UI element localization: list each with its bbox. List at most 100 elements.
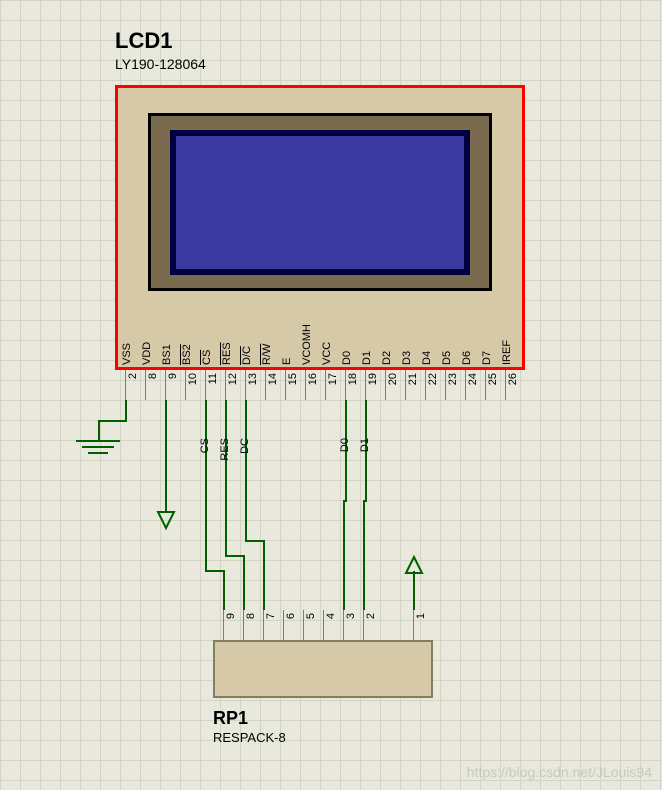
lcd-pin-label: D2 bbox=[381, 310, 393, 365]
lcd-pin-number: 18 bbox=[347, 373, 359, 385]
terminal-arrow-down bbox=[156, 510, 176, 530]
lcd-pin-label: VCC bbox=[321, 310, 333, 365]
lcd-pin-number: 12 bbox=[227, 373, 239, 385]
lcd-pin-stub bbox=[245, 370, 246, 400]
rp-pin-stub bbox=[223, 610, 224, 640]
lcd-pin-number: 24 bbox=[467, 373, 479, 385]
lcd-pin-number: 17 bbox=[327, 373, 339, 385]
wire-segment bbox=[245, 540, 265, 542]
lcd-pin-number: 9 bbox=[167, 373, 179, 379]
ground-bar bbox=[82, 446, 114, 448]
lcd-pin-number: 23 bbox=[447, 373, 459, 385]
lcd-pin-number: 15 bbox=[287, 373, 299, 385]
wire-segment bbox=[205, 400, 207, 570]
lcd-pin-label: D1 bbox=[361, 310, 373, 365]
lcd-pin-label: E bbox=[281, 310, 293, 365]
lcd-pin-stub bbox=[165, 370, 166, 400]
lcd-pin-label: BS1 bbox=[161, 310, 173, 365]
lcd-pin-label: VDD bbox=[141, 310, 153, 365]
wire-segment bbox=[413, 571, 415, 610]
lcd-pin-stub bbox=[425, 370, 426, 400]
rp-pin-number: 3 bbox=[345, 613, 357, 619]
rp-pin-stub bbox=[303, 610, 304, 640]
lcd-pin-label: R/W bbox=[261, 310, 273, 365]
rp-pin-number: 9 bbox=[225, 613, 237, 619]
rp-pin-number: 8 bbox=[245, 613, 257, 619]
lcd-pin-stub bbox=[185, 370, 186, 400]
lcd-pin-number: 20 bbox=[387, 373, 399, 385]
lcd-pin-number: 14 bbox=[267, 373, 279, 385]
lcd-pin-label: D6 bbox=[461, 310, 473, 365]
wire-segment bbox=[98, 420, 100, 440]
rp-pin-number: 5 bbox=[305, 613, 317, 619]
lcd-pin-stub bbox=[205, 370, 206, 400]
lcd-pin-label: D7 bbox=[481, 310, 493, 365]
wire-segment bbox=[205, 570, 225, 572]
rp-pin-number: 6 bbox=[285, 613, 297, 619]
rp-ref: RP1 bbox=[213, 708, 248, 729]
net-label: RES bbox=[219, 438, 231, 461]
rp-pin-number: 1 bbox=[415, 613, 427, 619]
lcd-pin-number: 2 bbox=[127, 373, 139, 379]
wire-segment bbox=[363, 500, 365, 610]
wire-segment bbox=[125, 400, 127, 420]
lcd-pin-number: 22 bbox=[427, 373, 439, 385]
lcd-pin-stub bbox=[265, 370, 266, 400]
rp-pin-number: 7 bbox=[265, 613, 277, 619]
lcd-pin-label: VSS bbox=[121, 310, 133, 365]
lcd-pin-stub bbox=[305, 370, 306, 400]
lcd-pin-number: 21 bbox=[407, 373, 419, 385]
lcd-pin-number: 11 bbox=[207, 373, 219, 384]
rp-pin-stub bbox=[343, 610, 344, 640]
wire-segment bbox=[223, 570, 225, 610]
lcd-pin-stub bbox=[385, 370, 386, 400]
lcd-pin-stub bbox=[365, 370, 366, 400]
ground-bar bbox=[76, 440, 120, 442]
lcd-pin-stub bbox=[125, 370, 126, 400]
wire-segment bbox=[263, 540, 265, 610]
ground-bar bbox=[88, 452, 108, 454]
lcd-pin-label: D0 bbox=[341, 310, 353, 365]
lcd-pin-number: 16 bbox=[307, 373, 319, 385]
net-label: D1 bbox=[359, 438, 371, 452]
lcd-pin-label: IREF bbox=[501, 310, 513, 365]
lcd-pin-stub bbox=[345, 370, 346, 400]
wire-segment bbox=[243, 555, 245, 610]
rp-pin-number: 4 bbox=[325, 613, 337, 619]
rp-pin-stub bbox=[243, 610, 244, 640]
lcd-pin-stub bbox=[445, 370, 446, 400]
lcd-pin-stub bbox=[465, 370, 466, 400]
lcd-pin-stub bbox=[145, 370, 146, 400]
wire-segment bbox=[98, 420, 127, 422]
net-label: D0 bbox=[339, 438, 351, 452]
wire-segment bbox=[343, 500, 345, 610]
lcd-pin-label: D3 bbox=[401, 310, 413, 365]
lcd-pin-number: 25 bbox=[487, 373, 499, 385]
rp-pin-stub bbox=[263, 610, 264, 640]
lcd-pin-label: RES bbox=[221, 310, 233, 365]
lcd-pin-stub bbox=[285, 370, 286, 400]
rp-pin-stub bbox=[363, 610, 364, 640]
rp-pin-number: 2 bbox=[365, 613, 377, 619]
lcd-pin-label: BS2 bbox=[181, 310, 193, 365]
lcd-pin-label: D/C bbox=[241, 310, 253, 365]
watermark: https://blog.csdn.net/JLouis94 bbox=[467, 764, 652, 780]
terminal-arrow-up bbox=[404, 555, 424, 575]
lcd-part: LY190-128064 bbox=[115, 56, 206, 72]
lcd-pin-number: 26 bbox=[507, 373, 519, 385]
lcd-pin-number: 8 bbox=[147, 373, 159, 379]
rp-part: RESPACK-8 bbox=[213, 730, 286, 745]
lcd-pin-label: D5 bbox=[441, 310, 453, 365]
rp-pin-stub bbox=[283, 610, 284, 640]
lcd-pin-label: VCOMH bbox=[301, 310, 313, 365]
lcd-pin-label: D4 bbox=[421, 310, 433, 365]
lcd-screen bbox=[176, 136, 464, 269]
lcd-ref: LCD1 bbox=[115, 28, 172, 54]
rp-pin-stub bbox=[323, 610, 324, 640]
wire-segment bbox=[245, 400, 247, 540]
net-label: DC bbox=[239, 438, 251, 454]
lcd-pin-stub bbox=[405, 370, 406, 400]
rp-component[interactable] bbox=[213, 640, 433, 698]
wire-segment bbox=[225, 555, 245, 557]
lcd-pin-number: 13 bbox=[247, 373, 259, 385]
